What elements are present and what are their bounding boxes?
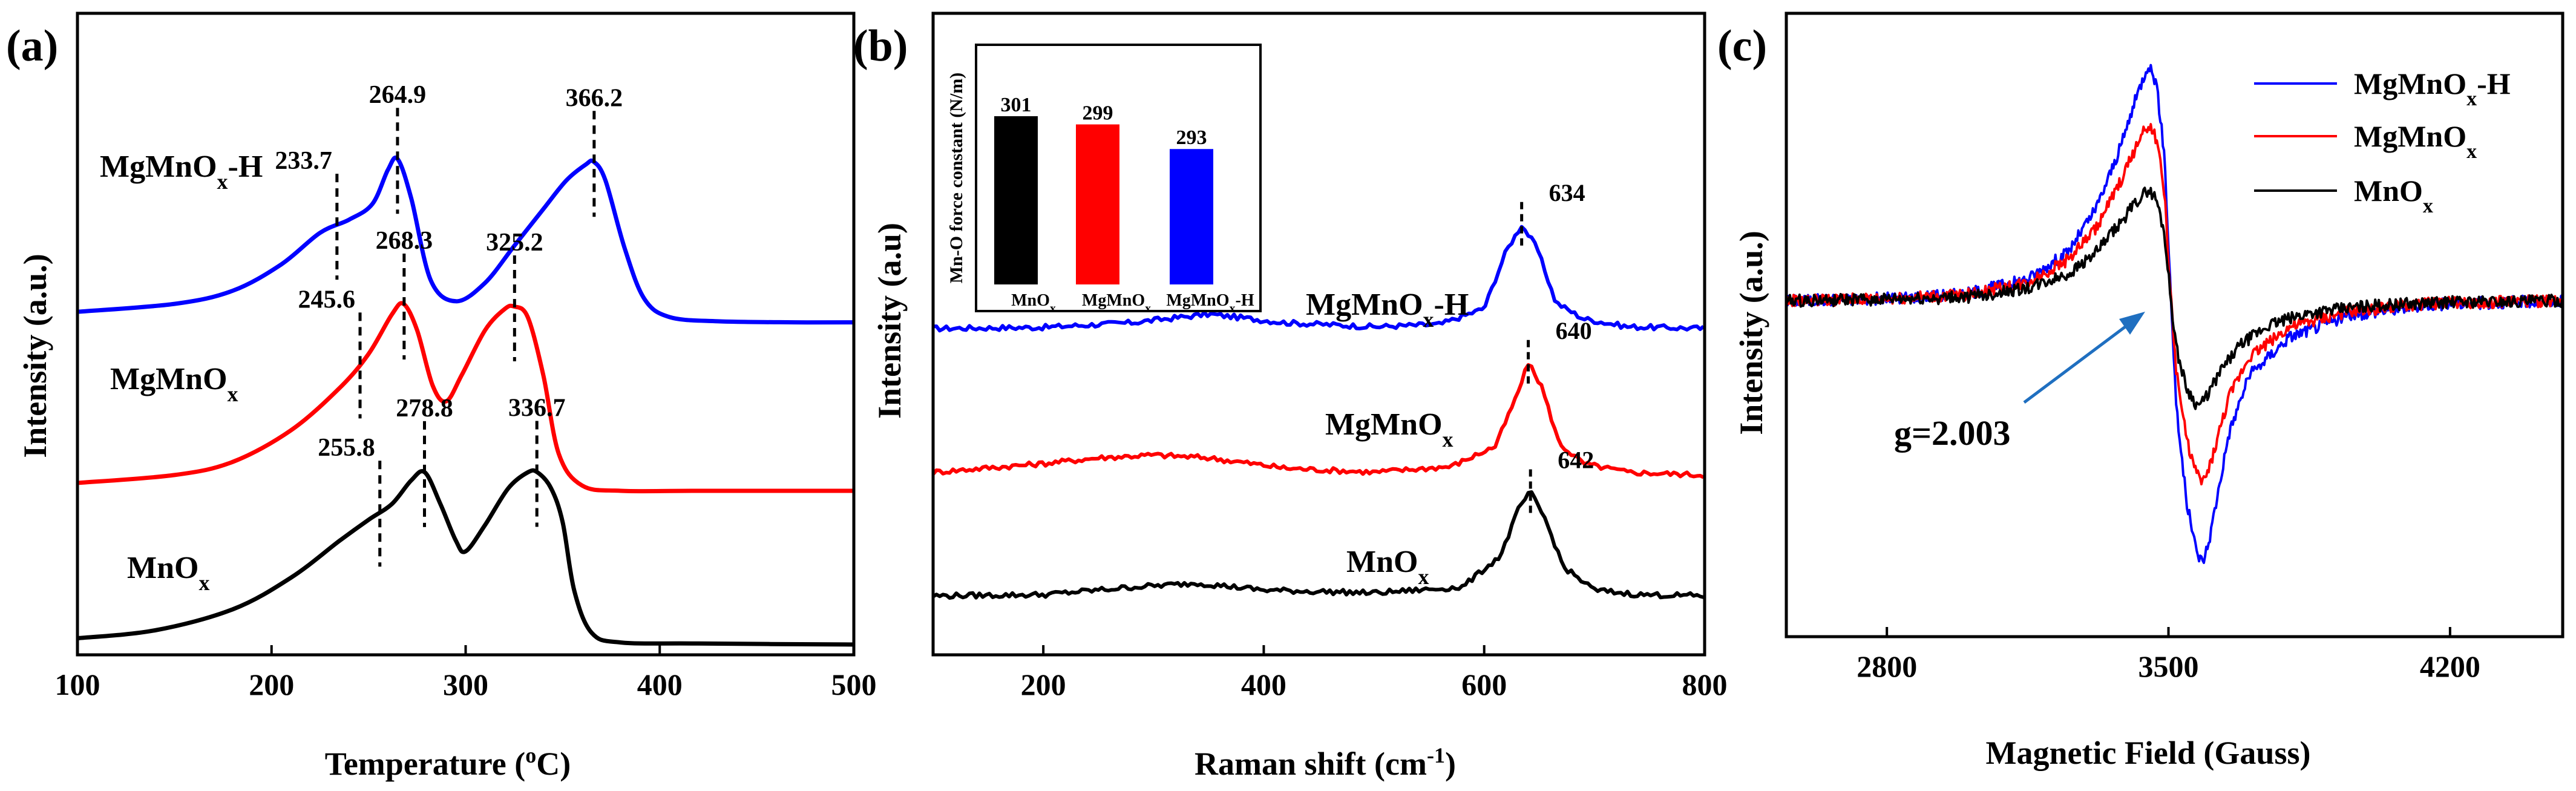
- panel-a-label-MgMnOx-H: MgMnOx-H: [100, 149, 263, 194]
- panel-c-epr: (c) Intensity (a.u.) Magnetic Field (Gau…: [1717, 11, 2565, 771]
- panel-b-label-MgMnOx: MgMnOx: [1325, 407, 1454, 451]
- b-peak-label-640: 640: [1556, 317, 1592, 344]
- panel-c-xlabel: Magnetic Field (Gauss): [1986, 735, 2311, 771]
- panel-b-label-MgMnOx-H: MgMnOx-H: [1306, 287, 1469, 332]
- panel-c-arrow-head: [2119, 312, 2145, 335]
- panel-b-label: (b): [853, 21, 908, 71]
- inset-bars: 301 299 293: [994, 94, 1213, 284]
- b-xtick-label-800: 800: [1682, 668, 1728, 701]
- panel-b-label-MnOx: MnOx: [1346, 545, 1429, 589]
- a-line-MnOx: [77, 468, 854, 647]
- panel-b-ylabel: Intensity (a.u): [871, 223, 908, 419]
- a-peak-label-233.7: 233.7: [275, 147, 332, 175]
- panel-a-label-MnOx: MnOx: [127, 551, 209, 595]
- legend-label-MnOx: MnOx: [2354, 174, 2433, 217]
- panel-c-annotation-arrow: [2023, 325, 2126, 404]
- panel-c-frame: [1785, 11, 2565, 638]
- inset-bar-value-299: 299: [1083, 102, 1113, 125]
- inset-bar-MgMnOx-H: [1170, 149, 1213, 284]
- a-peak-label-255.8: 255.8: [318, 434, 375, 462]
- legend-label-MgMnOx-H: MgMnOx-H: [2354, 67, 2511, 110]
- a-xtick-label-500: 500: [831, 668, 877, 701]
- panel-a-frame: [76, 11, 856, 657]
- panel-c-label: (c): [1717, 21, 1767, 71]
- inset-bar-MnOx: [994, 116, 1038, 284]
- a-peak-label-268.3: 268.3: [376, 227, 433, 255]
- c-line-MnOx: [1785, 186, 2564, 410]
- a-xtick-label-300: 300: [443, 668, 488, 701]
- panel-c-legend: MgMnOx-H MgMnOx MnOx: [2254, 67, 2511, 217]
- a-peak-label-245.6: 245.6: [298, 286, 356, 313]
- a-line-MgMnOx: [77, 301, 854, 494]
- panel-b-frame: [931, 11, 1706, 657]
- b-xtick-label-200: 200: [1021, 668, 1066, 701]
- b-line-MgMnOx: [931, 363, 1705, 479]
- a-xtick-label-400: 400: [637, 668, 683, 701]
- legend-label-MgMnOx: MgMnOx: [2354, 119, 2477, 163]
- a-xtick-label-100: 100: [55, 668, 100, 701]
- panel-b-inset-bar-chart: Mn-O force constant (N/m) 301 299 293 MnOx…: [946, 44, 1262, 315]
- b-xtick-label-600: 600: [1461, 668, 1507, 701]
- a-peak-label-366.2: 366.2: [566, 84, 623, 112]
- c-xtick-label-3500: 3500: [2138, 649, 2199, 683]
- panel-c-ylabel: Intensity (a.u.): [1733, 231, 1769, 435]
- inset-bar-value-301: 301: [1001, 94, 1032, 116]
- panel-a-label-MgMnOx: MgMnOx: [110, 362, 238, 406]
- inset-bar-MgMnOx: [1076, 124, 1119, 284]
- a-peak-label-278.8: 278.8: [396, 395, 453, 422]
- panel-c-plot-area: 2800 3500 4200: [1785, 64, 2564, 683]
- a-peak-label-325.2: 325.2: [486, 229, 543, 257]
- inset-bar-value-293: 293: [1176, 126, 1207, 149]
- b-peak-label-634: 634: [1549, 179, 1585, 206]
- c-line-MgMnOx: [1785, 123, 2563, 486]
- inset-ylabel: Mn-O force constant (N/m): [946, 73, 966, 284]
- panel-a-ylabel: Intensity (a.u.): [17, 254, 53, 458]
- panel-b-raman: (b) Intensity (a.u) Raman shift (cm-1) 6…: [853, 11, 1728, 782]
- panel-b-plot-area: 634 640 642 200 400 600 800: [931, 179, 1728, 701]
- a-xtick-label-200: 200: [249, 668, 294, 701]
- panel-a-plot-area: 233.7 264.9 366.2 245.6 268.3 325.2 255.8 278.8…: [55, 81, 877, 701]
- c-xtick-label-4200: 4200: [2420, 649, 2480, 683]
- b-line-MnOx: [932, 490, 1704, 600]
- c-xtick-label-2800: 2800: [1857, 649, 1917, 683]
- b-xtick-label-400: 400: [1241, 668, 1286, 701]
- a-line-MgMnOx-H: [77, 156, 854, 325]
- inset-cat-MgMnOx-H: MgMnOx-H: [1166, 291, 1254, 315]
- panel-a-xlabel: Temperature (oC): [325, 743, 571, 782]
- b-peak-label-642: 642: [1558, 447, 1594, 474]
- inset-cat-MgMnOx: MgMnOx: [1082, 291, 1151, 315]
- panel-b-xlabel: Raman shift (cm-1): [1195, 743, 1456, 782]
- a-peak-label-336.7: 336.7: [508, 395, 566, 422]
- b-line-MgMnOx-H: [932, 225, 1705, 333]
- inset-cat-MnOx: MnOx: [1011, 291, 1056, 315]
- panel-a-tpr: (a) Intensity (a.u.) Temperature (oC) 23…: [6, 11, 877, 782]
- panel-c-annotation: g=2.003: [1894, 413, 2011, 453]
- panel-a-label: (a): [6, 21, 58, 71]
- a-peak-label-264.9: 264.9: [369, 81, 427, 109]
